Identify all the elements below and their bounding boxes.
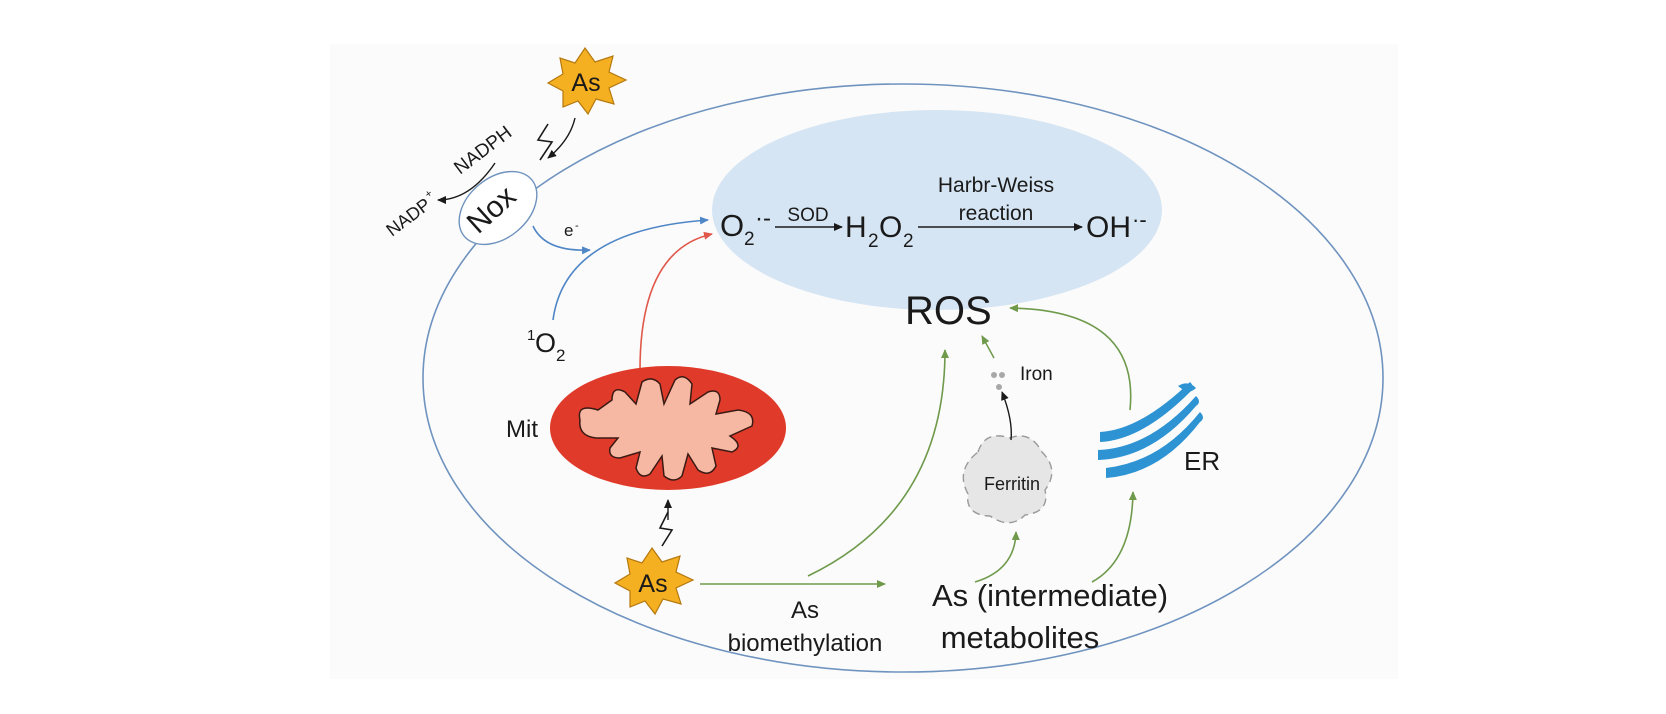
svg-text:2: 2 [556,346,565,365]
mitochondrion-label: Mit [506,416,538,443]
svg-text:O: O [879,211,902,244]
hydrogen-peroxide-label: H 2 O 2 [845,211,914,252]
arrow-nadph-to-nadp [437,162,496,204]
iron-dots [991,372,1005,390]
svg-text:H: H [845,211,867,244]
superoxide-label: O 2 ·- [720,205,771,250]
cell-membrane [422,83,1384,673]
singlet-oxygen-label: 1 O 2 [527,327,565,365]
haber-weiss-label-line1: Harbr-Weiss [938,174,1054,197]
arsenic-star-bottom: As [613,546,695,616]
arsenic-label-bottom: As [638,570,667,598]
arrow-ferritin-to-iron [1001,391,1012,441]
arsenic-hit-zigzag-bottom [658,511,674,547]
haber-weiss-label-line2: reaction [959,202,1034,225]
mitochondrion [550,366,786,490]
metabolites-label-line2: metabolites [941,620,1100,655]
svg-text:2: 2 [868,231,879,252]
svg-text:·-: ·- [1132,207,1147,232]
svg-text:OH: OH [1086,211,1131,244]
ros-region [712,110,1162,310]
sod-label: SOD [787,205,828,226]
svg-text:O: O [535,328,556,358]
arrow-metabolites-to-er [1091,491,1137,583]
arsenic-star-top: As [546,46,628,116]
arrow-electron [532,225,591,255]
biomethylation-label-line1: As [791,597,819,624]
svg-text:·-: ·- [755,205,771,232]
nox-enzyme: Nox [458,170,538,246]
arrow-arsenic-to-nox [547,117,576,159]
ferritin-label: Ferritin [984,474,1040,494]
arsenic-hit-zigzag-top [536,123,554,161]
er-label: ER [1184,446,1220,476]
electron-label: e [564,221,573,240]
metabolites-label-line1: As (intermediate) [932,578,1168,613]
svg-text:1: 1 [527,327,535,344]
arrow-mitochondrion-to-superoxide [639,231,713,371]
arrow-metabolites-to-ferritin [974,531,1020,583]
arrow-singlet-oxygen-to-superoxide [552,216,709,321]
ferritin-cluster: Ferritin [962,435,1053,524]
iron-label: Iron [1020,364,1053,385]
biomethylation-label-line2: biomethylation [728,630,883,657]
svg-text:2: 2 [903,231,914,252]
ros-label: ROS [905,289,992,333]
arsenic-label-top: As [571,69,600,97]
hydroxyl-radical-label: OH ·- [1086,207,1147,244]
svg-text:2: 2 [744,229,755,250]
svg-text:O: O [720,208,744,243]
arrow-er-to-ros [1009,304,1132,411]
arrow-iron-to-ros [981,335,995,359]
electron-charge: - [575,220,579,232]
arrow-biomethylation-to-ros [807,349,949,577]
endoplasmic-reticulum [1098,382,1203,478]
